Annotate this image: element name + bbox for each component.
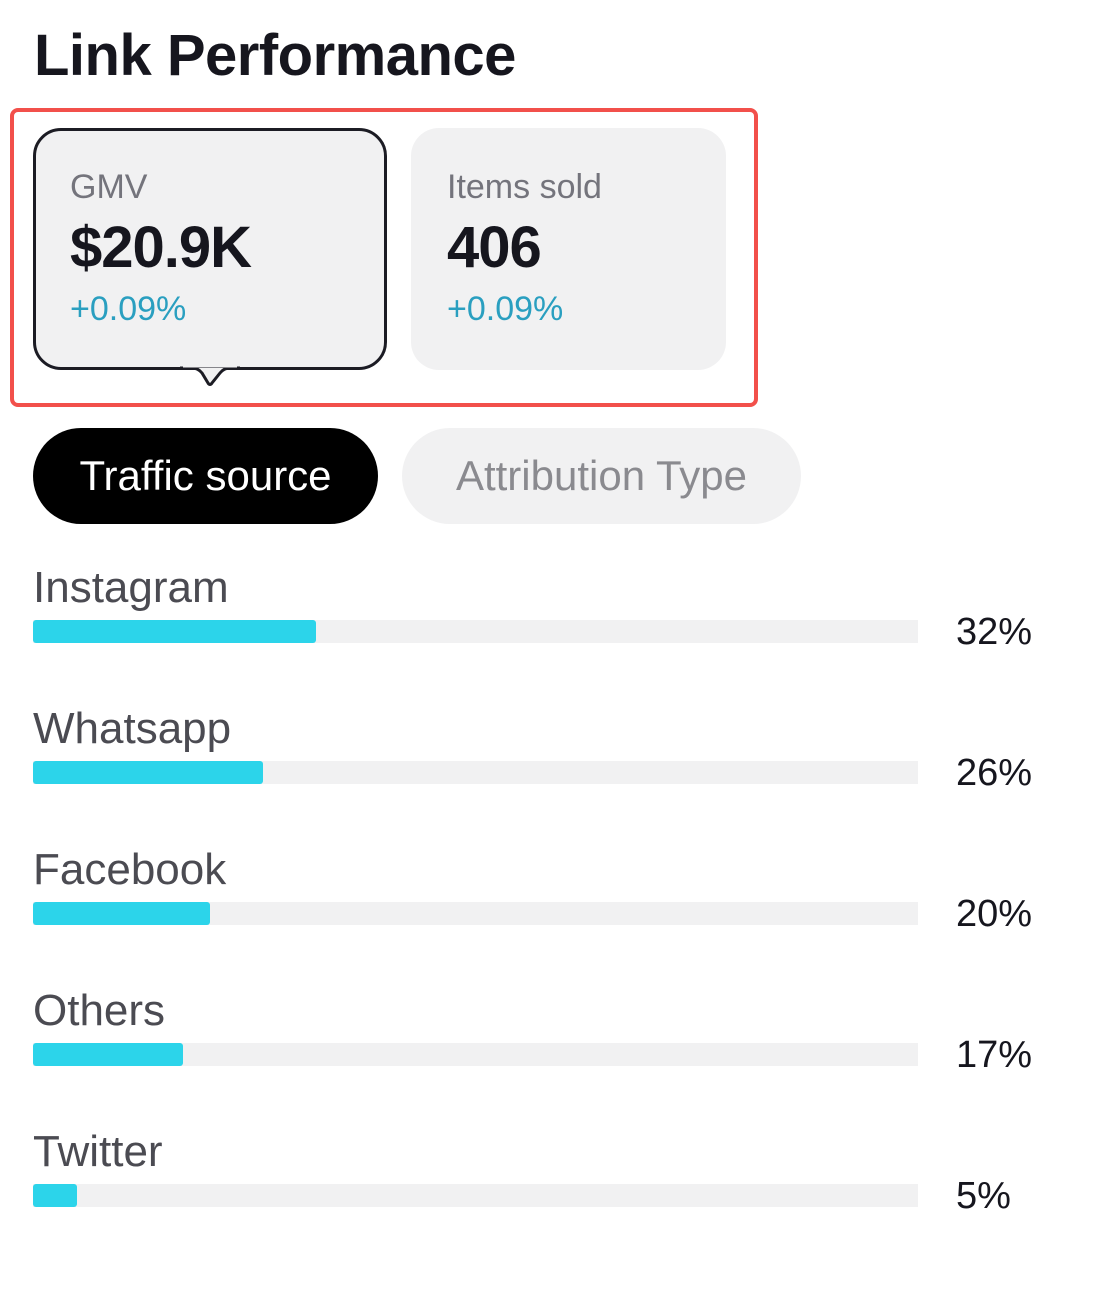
metrics-highlight-box (10, 108, 758, 407)
metric-change: +0.09% (70, 290, 187, 328)
source-name: Instagram (33, 563, 229, 612)
metric-label: Items sold (447, 168, 602, 206)
selected-card-pointer (180, 366, 240, 386)
progress-fill (33, 1043, 184, 1066)
source-percent: 26% (956, 752, 1033, 794)
metric-label: GMV (70, 168, 148, 206)
progress-track (33, 1184, 918, 1207)
metric-card-gmv[interactable]: GMV $20.9K +0.09% (33, 128, 387, 370)
progress-fill (33, 1184, 78, 1207)
traffic-source-row: Instagram 32% (33, 563, 1073, 683)
metric-value: $20.9K (70, 215, 252, 280)
source-name: Others (33, 986, 166, 1035)
progress-track (33, 620, 918, 643)
source-name: Twitter (33, 1127, 163, 1176)
source-percent: 32% (956, 611, 1033, 653)
source-percent: 5% (956, 1175, 1011, 1217)
progress-fill (33, 620, 317, 643)
page-title: Link Performance (34, 23, 516, 88)
traffic-source-row: Others 17% (33, 986, 1073, 1106)
source-percent: 17% (956, 1034, 1033, 1076)
metric-change: +0.09% (447, 290, 564, 328)
metric-card-items-sold[interactable]: Items sold 406 +0.09% (411, 128, 726, 370)
traffic-source-row: Facebook 20% (33, 845, 1073, 965)
progress-track (33, 1043, 918, 1066)
tab-traffic-source[interactable]: Traffic source (33, 428, 378, 524)
progress-track (33, 902, 918, 925)
progress-fill (33, 902, 210, 925)
source-name: Facebook (33, 845, 227, 894)
progress-track (33, 761, 918, 784)
progress-fill (33, 761, 264, 784)
source-percent: 20% (956, 893, 1033, 935)
metric-value: 406 (447, 215, 542, 280)
traffic-source-row: Whatsapp 26% (33, 704, 1073, 824)
tab-attribution-type[interactable]: Attribution Type (402, 428, 801, 524)
traffic-source-row: Twitter 5% (33, 1127, 1073, 1247)
source-name: Whatsapp (33, 704, 232, 753)
